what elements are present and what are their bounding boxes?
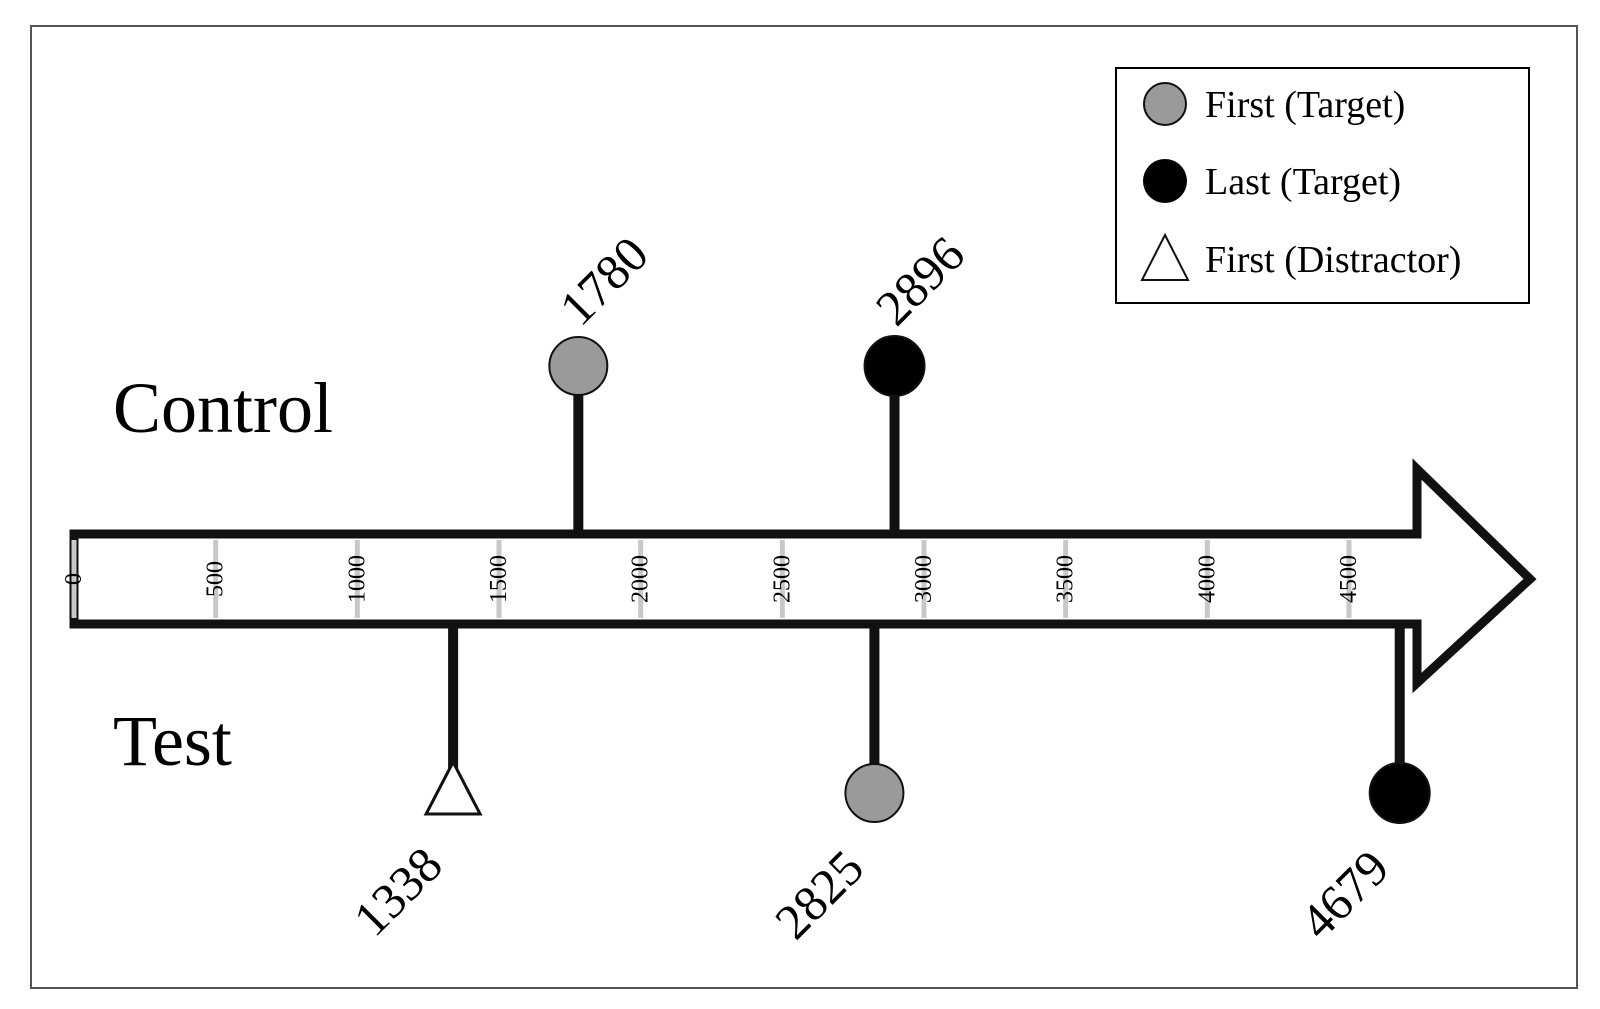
- legend-label-last-target: Last (Target): [1205, 161, 1401, 203]
- axis-tick-label: 3500: [1053, 555, 1079, 603]
- axis-tick-label: 1500: [486, 555, 512, 603]
- axis-tick-label: 0: [61, 573, 87, 585]
- axis-tick-label: 2500: [769, 555, 795, 603]
- axis-tick-label: 2000: [628, 555, 654, 603]
- time-axis: [69, 458, 1537, 694]
- event-triangle-marker: [423, 758, 483, 816]
- axis-tick-label: 4000: [1194, 555, 1220, 603]
- axis-tick-label: 3000: [911, 555, 937, 603]
- legend-black-circle-icon: [1143, 159, 1187, 203]
- legend: First (Target) Last (Target) First (Dist…: [1115, 67, 1530, 304]
- event-black-circle-marker: [1368, 762, 1431, 824]
- group-label-control: Control: [113, 368, 333, 448]
- group-label-test: Test: [113, 701, 232, 781]
- axis-tick-label: 500: [203, 561, 229, 597]
- axis-tick-label: 4500: [1336, 555, 1362, 603]
- event-gray-circle-marker: [844, 763, 905, 823]
- axis-ticks: 0 500 1000 1500 2000 2500 3000 3500 4000 4500: [61, 540, 1362, 618]
- event-black-circle-marker: [863, 335, 926, 397]
- legend-label-first-distractor: First (Distractor): [1205, 239, 1461, 281]
- event-gray-circle-marker: [548, 336, 609, 396]
- legend-gray-circle-icon: [1143, 82, 1187, 126]
- legend-triangle-icon: [1140, 232, 1190, 281]
- axis-arrow: [69, 458, 1537, 694]
- axis-tick-label: 1000: [344, 555, 370, 603]
- legend-label-first-target: First (Target): [1205, 84, 1405, 126]
